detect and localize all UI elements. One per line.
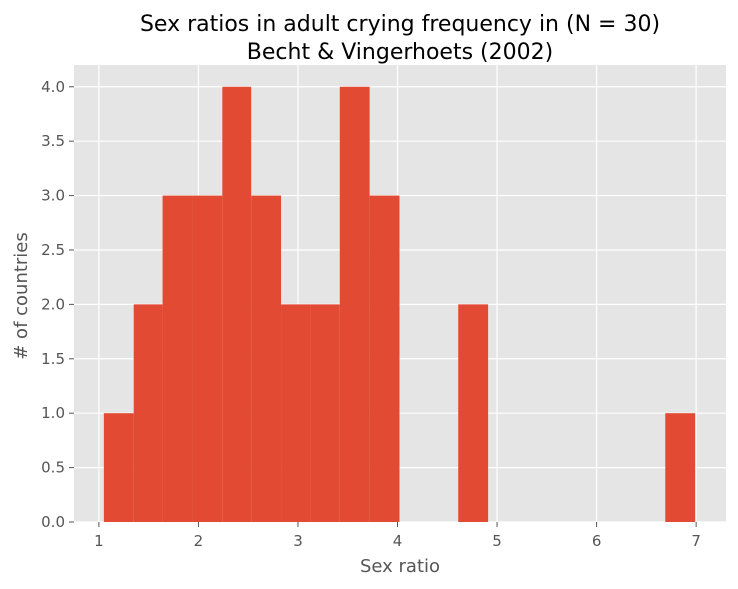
y-axis-label: # of countries xyxy=(11,232,32,360)
x-tick-label: 6 xyxy=(592,532,602,550)
histogram-bar xyxy=(192,195,223,523)
histogram-bar xyxy=(251,195,282,523)
x-tick-label: 2 xyxy=(194,532,204,550)
y-tick-label: 3.0 xyxy=(41,187,65,205)
histogram-bars xyxy=(103,86,696,523)
x-tick-label: 1 xyxy=(94,532,104,550)
y-tick-label: 1.5 xyxy=(41,350,65,368)
x-tick-label: 4 xyxy=(393,532,403,550)
y-tick-label: 4.0 xyxy=(41,78,65,96)
histogram-bar xyxy=(458,304,489,522)
x-tick-label: 3 xyxy=(293,532,303,550)
y-tick-label: 2.5 xyxy=(41,241,65,259)
y-axis-ticks: 0.0 0.5 1.0 1.5 2.0 2.5 3.0 3.5 4.0 xyxy=(41,78,74,531)
histogram-bar xyxy=(162,195,193,523)
chart-title: Sex ratios in adult crying frequency in … xyxy=(140,12,660,37)
x-axis-ticks: 1 2 3 4 5 6 7 xyxy=(94,522,701,550)
histogram-bar xyxy=(281,304,311,522)
y-tick-label: 0.0 xyxy=(41,513,65,531)
x-tick-label: 5 xyxy=(492,532,502,550)
y-tick-label: 2.0 xyxy=(41,295,65,313)
histogram-bar xyxy=(665,413,696,522)
histogram-bar xyxy=(369,195,400,523)
histogram-bar xyxy=(310,304,340,522)
histogram-bar xyxy=(222,86,252,522)
histogram-bar xyxy=(133,304,163,522)
histogram-bar xyxy=(339,86,370,522)
y-tick-label: 0.5 xyxy=(41,459,65,477)
x-tick-label: 7 xyxy=(691,532,701,550)
chart-subtitle: Becht & Vingerhoets (2002) xyxy=(247,40,553,65)
x-axis-label: Sex ratio xyxy=(360,556,440,577)
y-tick-label: 3.5 xyxy=(41,132,65,150)
histogram-bar xyxy=(103,413,134,522)
y-tick-label: 1.0 xyxy=(41,404,65,422)
